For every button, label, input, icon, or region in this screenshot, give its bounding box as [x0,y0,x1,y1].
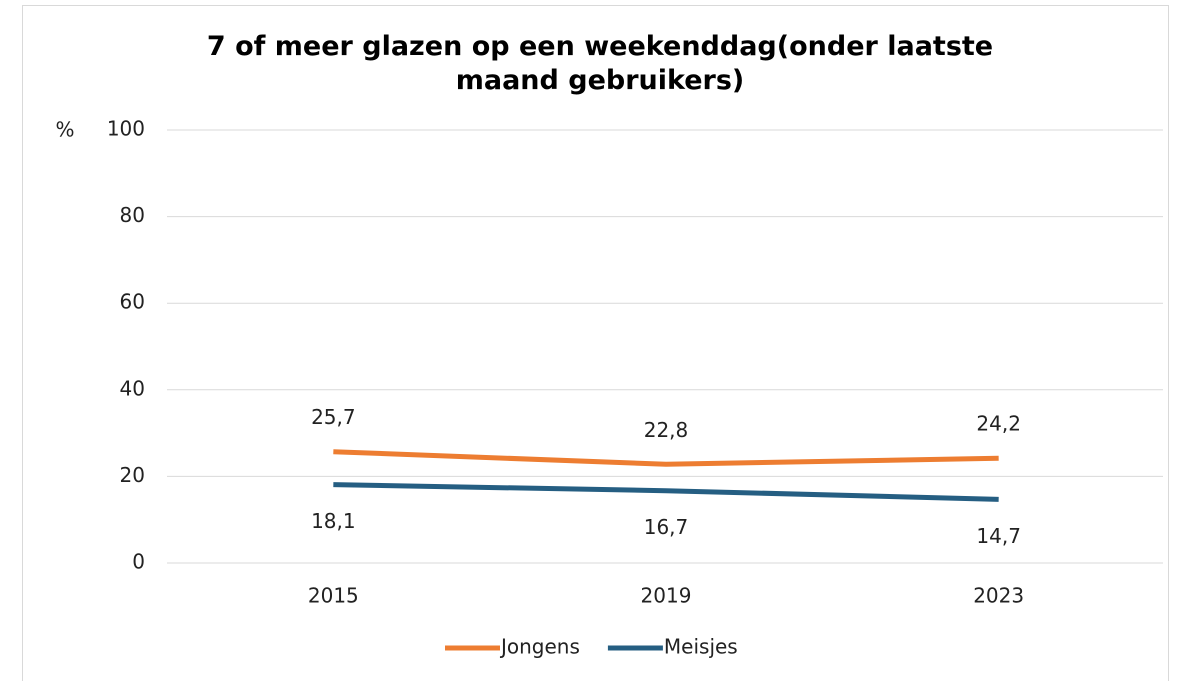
data-label: 24,2 [976,412,1021,436]
legend-label: Jongens [499,635,580,659]
x-tick-label: 2019 [641,584,692,608]
data-label: 18,1 [311,509,356,533]
series-line [333,449,999,467]
y-tick-label: 0 [132,550,145,574]
legend-label: Meisjes [664,635,738,659]
y-tick-label: 80 [120,203,145,227]
data-label: 22,8 [644,418,689,442]
chart-title: 7 of meer glazen op een weekenddag(onder… [206,31,994,96]
series-line [333,482,999,502]
x-tick-label: 2015 [308,584,359,608]
chart-frame [22,5,1169,681]
y-tick-label: 60 [120,290,145,314]
x-tick-label: 2023 [973,584,1024,608]
data-label: 14,7 [976,524,1021,548]
y-axis-label: % [55,118,74,142]
data-label: 16,7 [644,515,689,539]
y-tick-label: 40 [120,376,145,400]
y-tick-label: 20 [120,463,145,487]
data-label: 25,7 [311,405,356,429]
y-tick-label: 100 [107,117,145,141]
